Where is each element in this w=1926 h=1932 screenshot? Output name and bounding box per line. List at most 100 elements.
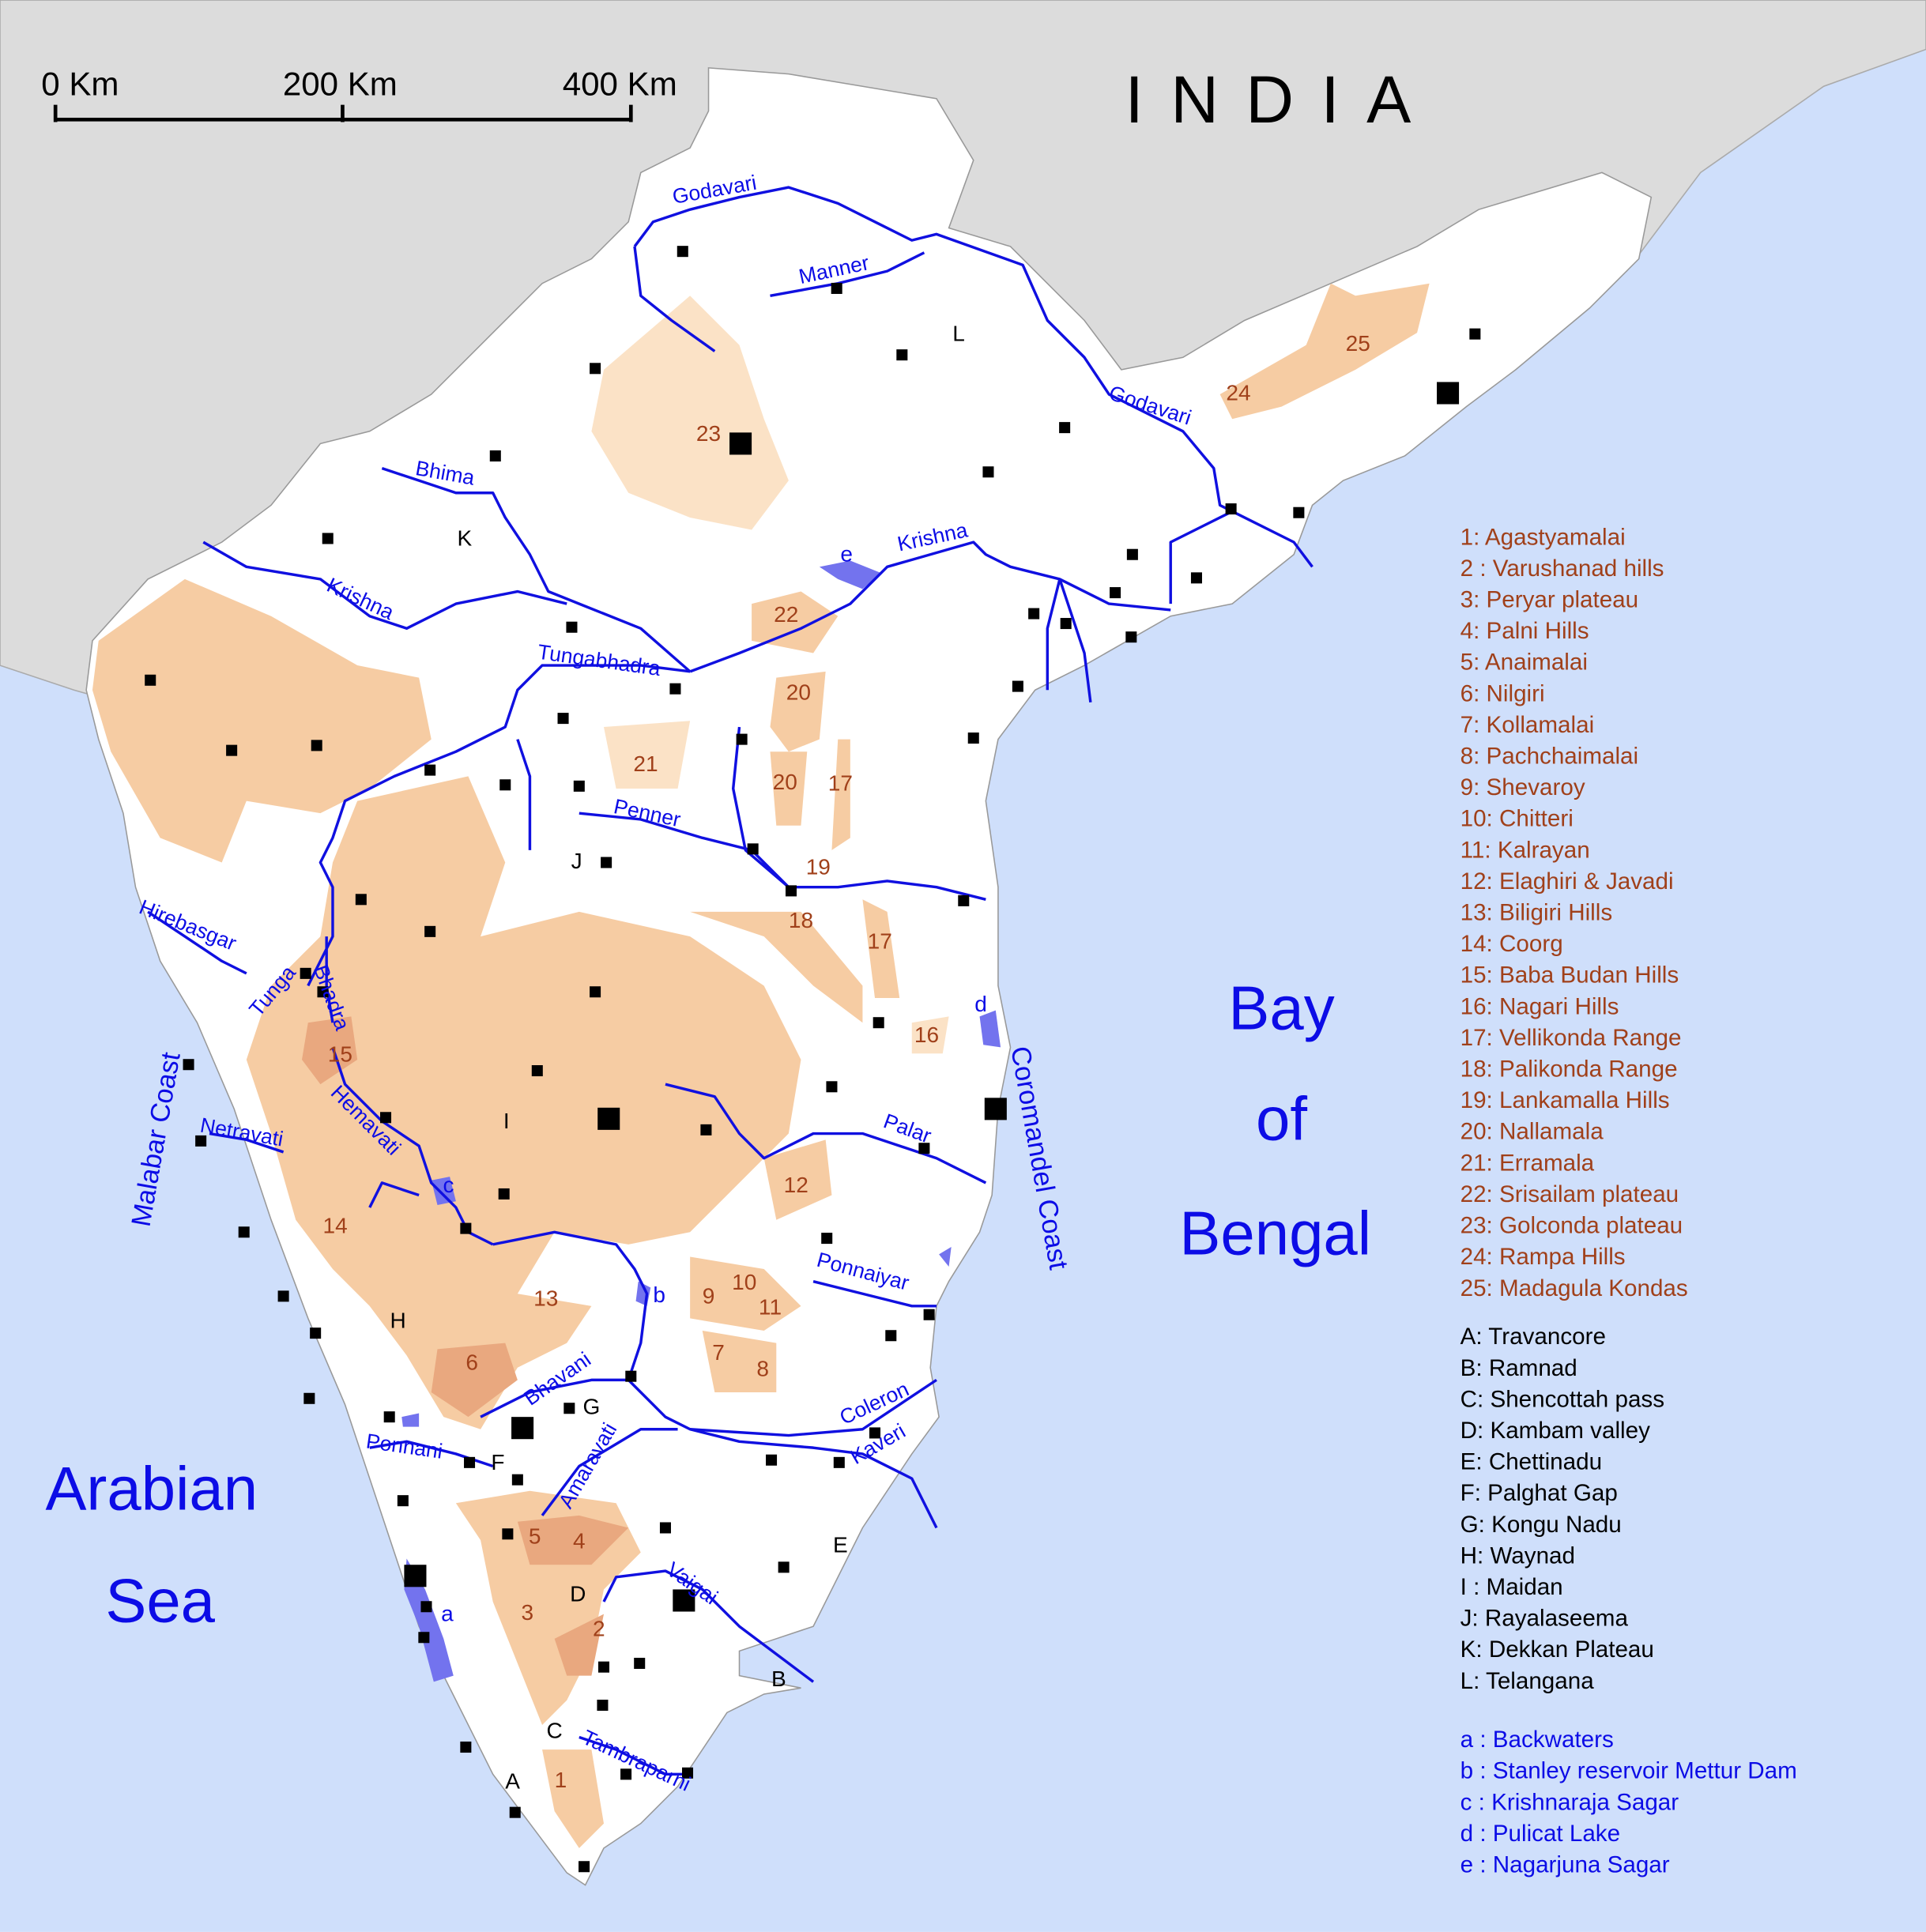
city [634, 1657, 646, 1670]
hill-label: 20 [773, 770, 797, 794]
city [511, 1474, 523, 1486]
river [770, 251, 925, 297]
hill-core [517, 1515, 629, 1565]
hill-label: 8 [756, 1356, 769, 1380]
city [424, 925, 436, 937]
hill-label: 18 [789, 908, 813, 932]
legend-entry: 20: Nallamala [1461, 1119, 1604, 1145]
legend-entry: 23: Golconda plateau [1461, 1213, 1683, 1239]
city [499, 779, 511, 791]
city [277, 1290, 289, 1302]
city [1125, 631, 1137, 643]
hill-label: 1 [555, 1768, 567, 1792]
lake [939, 1246, 952, 1267]
hill-area [702, 1331, 777, 1392]
city [310, 1328, 322, 1339]
city [590, 986, 601, 998]
scale-label: 0 Km [41, 65, 119, 102]
cities [145, 246, 1481, 1873]
hill-area [831, 739, 850, 850]
city [669, 683, 681, 695]
region-label: A [505, 1769, 520, 1794]
hill-label: 17 [868, 928, 892, 953]
hill-area [246, 776, 801, 1429]
region-label: F [491, 1450, 504, 1474]
rivers [147, 186, 1314, 1776]
legend-entry: 14: Coorg [1461, 931, 1563, 957]
city [1126, 548, 1138, 560]
city [766, 1454, 778, 1466]
hill-area [770, 751, 808, 826]
city [1293, 507, 1305, 518]
hill-label: 7 [712, 1340, 725, 1365]
city [967, 733, 979, 744]
lake [431, 1177, 456, 1205]
legend-entry: 16: Nagari Hills [1461, 993, 1619, 1019]
hill-label: 15 [328, 1042, 352, 1067]
region-label: J [571, 849, 582, 873]
scale-label: 200 Km [283, 65, 398, 102]
water-label: b [653, 1282, 665, 1307]
scale-label: 400 Km [563, 65, 677, 102]
legend-entry: J: Rayalaseema [1461, 1606, 1629, 1632]
hill-label: 19 [806, 855, 831, 879]
city [317, 986, 329, 998]
lake [819, 560, 881, 589]
sea-name: Arabian [45, 1453, 258, 1523]
hill-label: 12 [784, 1173, 808, 1197]
legend-entry: 19: Lankamalla Hills [1461, 1087, 1670, 1113]
hill-label: 10 [732, 1270, 756, 1294]
city [424, 764, 436, 776]
legend-entry: 18: Palikonda Range [1461, 1056, 1678, 1083]
city [923, 1309, 935, 1320]
region-label: B [771, 1666, 786, 1691]
city [597, 1107, 620, 1130]
legend-entry: b : Stanley reservoir Mettur Dam [1461, 1758, 1797, 1784]
hill-label: 25 [1346, 331, 1370, 356]
city [1225, 503, 1237, 515]
city [1190, 572, 1202, 584]
hill-label: 21 [633, 751, 658, 776]
hill-area [690, 1256, 801, 1331]
city [300, 967, 311, 979]
river [689, 540, 1171, 703]
water-label: c [443, 1173, 454, 1197]
legend-entry: 15: Baba Budan Hills [1461, 962, 1679, 989]
city [869, 1427, 881, 1439]
city [509, 1806, 521, 1818]
city [460, 1742, 472, 1753]
legend-entry: 7: Kollamalai [1461, 712, 1595, 738]
city [778, 1561, 790, 1573]
water-label: a [441, 1602, 454, 1626]
hill-core [431, 1343, 518, 1418]
city [1012, 680, 1023, 692]
city [303, 1392, 315, 1404]
city [677, 246, 688, 258]
legend-entry: c : Krishnaraja Sagar [1461, 1789, 1679, 1815]
sea-name: Bay [1228, 973, 1334, 1042]
lake [404, 1558, 454, 1682]
city [531, 1065, 543, 1077]
river [147, 910, 815, 1776]
city [736, 733, 748, 745]
legend-entry: C: Shencottah pass [1461, 1386, 1664, 1412]
city [1028, 608, 1040, 620]
legend-entry: 5: Anaimalai [1461, 650, 1588, 676]
legend-entry: 13: Biligiri Hills [1461, 900, 1613, 926]
water-label: d [974, 992, 987, 1016]
hill-area [690, 911, 863, 1023]
city [896, 349, 908, 361]
hills [92, 283, 1430, 1848]
legend-entry: 3: Peryar plateau [1461, 586, 1639, 612]
hill-core [301, 1016, 358, 1085]
city [590, 363, 601, 375]
city [238, 1226, 250, 1238]
city [418, 1632, 430, 1644]
hill-area [911, 1016, 949, 1054]
river [665, 1083, 987, 1308]
city [145, 674, 156, 686]
city [226, 744, 238, 756]
hill-area [591, 296, 789, 530]
hill-area [1219, 283, 1430, 420]
